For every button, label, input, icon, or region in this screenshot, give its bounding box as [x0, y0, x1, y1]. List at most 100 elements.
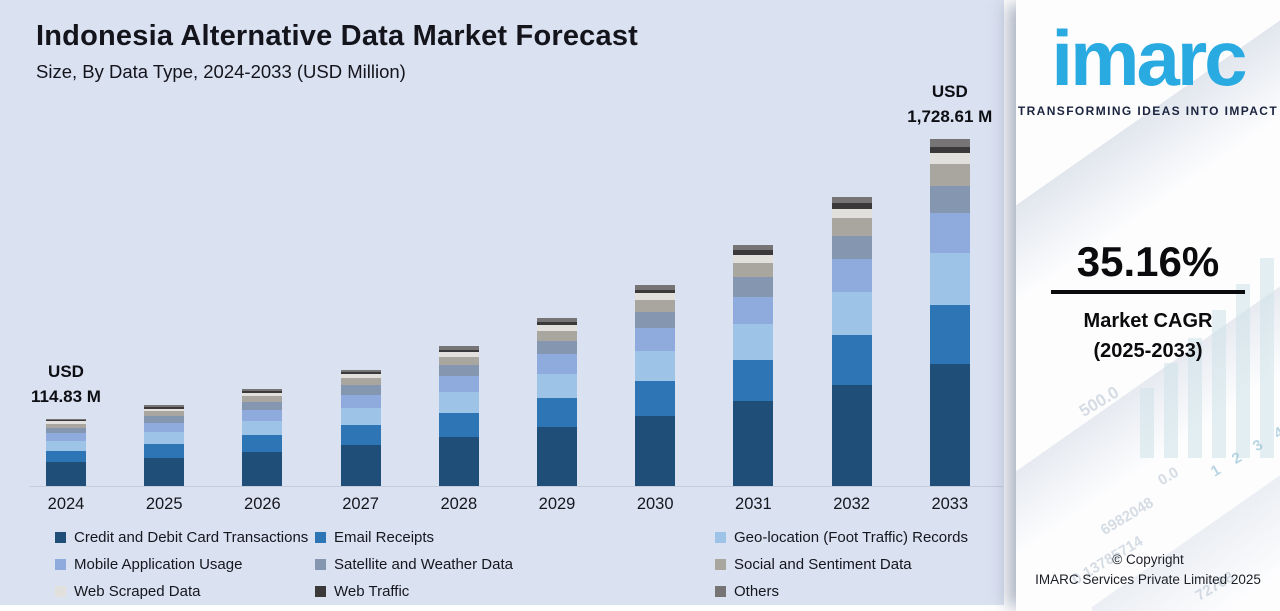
segment-2028 [438, 392, 479, 413]
segment-2030 [635, 415, 676, 486]
x-axis-label-2029: 2029 [538, 495, 576, 513]
segment-2024 [46, 462, 86, 486]
segment-2031 [733, 250, 774, 255]
segment-2032 [831, 208, 872, 218]
segment-2033 [929, 146, 970, 154]
bar-2032 [831, 196, 872, 487]
segment-2025 [144, 405, 185, 408]
segment-2031 [733, 244, 774, 251]
segment-2028 [438, 352, 479, 357]
segment-2026 [242, 393, 283, 397]
imarc-logo: imarc [1051, 14, 1247, 102]
segment-2027 [340, 394, 381, 408]
segment-2030 [635, 312, 676, 329]
legend-label: Others [734, 582, 780, 600]
watermark-bar [1260, 258, 1274, 458]
segment-2025 [144, 416, 185, 423]
x-axis-label-2032: 2032 [833, 495, 870, 513]
x-axis-line [30, 486, 1003, 487]
segment-2029 [537, 398, 577, 428]
watermark-mini-chart [1140, 258, 1274, 458]
segment-2029 [537, 373, 577, 399]
segment-2024 [46, 418, 86, 421]
segment-2026 [242, 402, 283, 410]
segment-2030 [635, 289, 676, 294]
bar-2031 [733, 244, 774, 486]
legend-swatch [715, 531, 726, 543]
segment-2030 [635, 328, 676, 352]
segment-2033 [929, 364, 970, 486]
legend-swatch [315, 558, 326, 570]
x-axis-label-2025: 2025 [145, 495, 183, 513]
bar-2024 [46, 418, 86, 486]
watermark-bar [1140, 388, 1154, 458]
chart-legend: Credit and Debit Card Transactions Mobile… [0, 528, 1004, 605]
segment-2032 [831, 334, 872, 385]
x-axis-label-2026: 2026 [244, 495, 281, 513]
legend-swatch [315, 531, 326, 543]
stacked-bar-chart: 2024 2025 2026 2027 2028 2029 2030 2031 2032 2033… [30, 82, 1003, 513]
segment-2027 [340, 425, 381, 446]
segment-2027 [340, 369, 381, 373]
legend-item: Credit and Debit Card Transactions [55, 528, 308, 546]
legend-swatch [715, 558, 726, 570]
copyright-line1: © Copyright [1112, 552, 1184, 567]
segment-2032 [831, 235, 872, 259]
segment-2028 [438, 365, 479, 377]
legend-label: Web Scraped Data [74, 582, 201, 600]
segment-2025 [144, 443, 185, 458]
segment-2026 [242, 435, 283, 453]
segment-2029 [537, 318, 577, 323]
segment-2031 [733, 359, 774, 402]
copyright: © Copyright IMARC Services Private Limit… [1016, 550, 1280, 590]
legend-item: Web Scraped Data [55, 582, 308, 600]
legend-label: Web Traffic [334, 582, 410, 600]
segment-2024 [46, 421, 86, 424]
legend-swatch [55, 531, 66, 543]
segment-2024 [46, 423, 86, 428]
bar-2027 [340, 369, 381, 486]
bar-2026 [242, 389, 283, 486]
segment-2028 [438, 356, 479, 366]
segment-2024 [46, 427, 86, 434]
segment-2033 [929, 138, 970, 147]
segment-2024 [46, 450, 86, 463]
segment-2026 [242, 391, 283, 394]
legend-column: Geo-location (Foot Traffic) Records Socia… [715, 528, 968, 600]
bar-2030 [635, 284, 676, 486]
watermark-number: 500.0 [1075, 382, 1123, 421]
segment-2031 [733, 324, 774, 360]
segment-2032 [831, 384, 872, 486]
segment-2033 [929, 213, 970, 254]
segment-2030 [635, 299, 676, 313]
segment-2031 [733, 254, 774, 263]
segment-2032 [831, 292, 872, 335]
segment-2026 [242, 420, 283, 436]
segment-2029 [537, 427, 577, 486]
segment-2028 [438, 349, 479, 353]
page-title: Indonesia Alternative Data Market Foreca… [36, 20, 639, 52]
segment-2028 [438, 346, 479, 350]
segment-2025 [144, 408, 185, 412]
legend-item: Others [715, 582, 968, 600]
x-axis-label-2031: 2031 [735, 495, 772, 513]
segment-2027 [340, 407, 381, 426]
segment-2028 [438, 376, 479, 393]
legend-column: Credit and Debit Card Transactions Mobile… [55, 528, 308, 600]
x-axis-label-2027: 2027 [342, 495, 379, 513]
legend-swatch [715, 585, 726, 597]
segment-2029 [537, 322, 577, 326]
legend-item: Geo-location (Foot Traffic) Records [715, 528, 968, 546]
copyright-line2: IMARC Services Private Limited 2025 [1035, 572, 1261, 587]
x-axis-label-2030: 2030 [636, 495, 674, 513]
segment-2033 [929, 153, 970, 165]
segment-2033 [929, 253, 970, 305]
legend-swatch [55, 558, 66, 570]
legend-swatch [55, 585, 66, 597]
segment-2027 [340, 378, 381, 386]
bar-2028 [438, 346, 479, 486]
legend-label: Credit and Debit Card Transactions [74, 528, 309, 546]
legend-label: Geo-location (Foot Traffic) Records [734, 528, 968, 546]
x-axis-label-2024: 2024 [47, 495, 85, 513]
